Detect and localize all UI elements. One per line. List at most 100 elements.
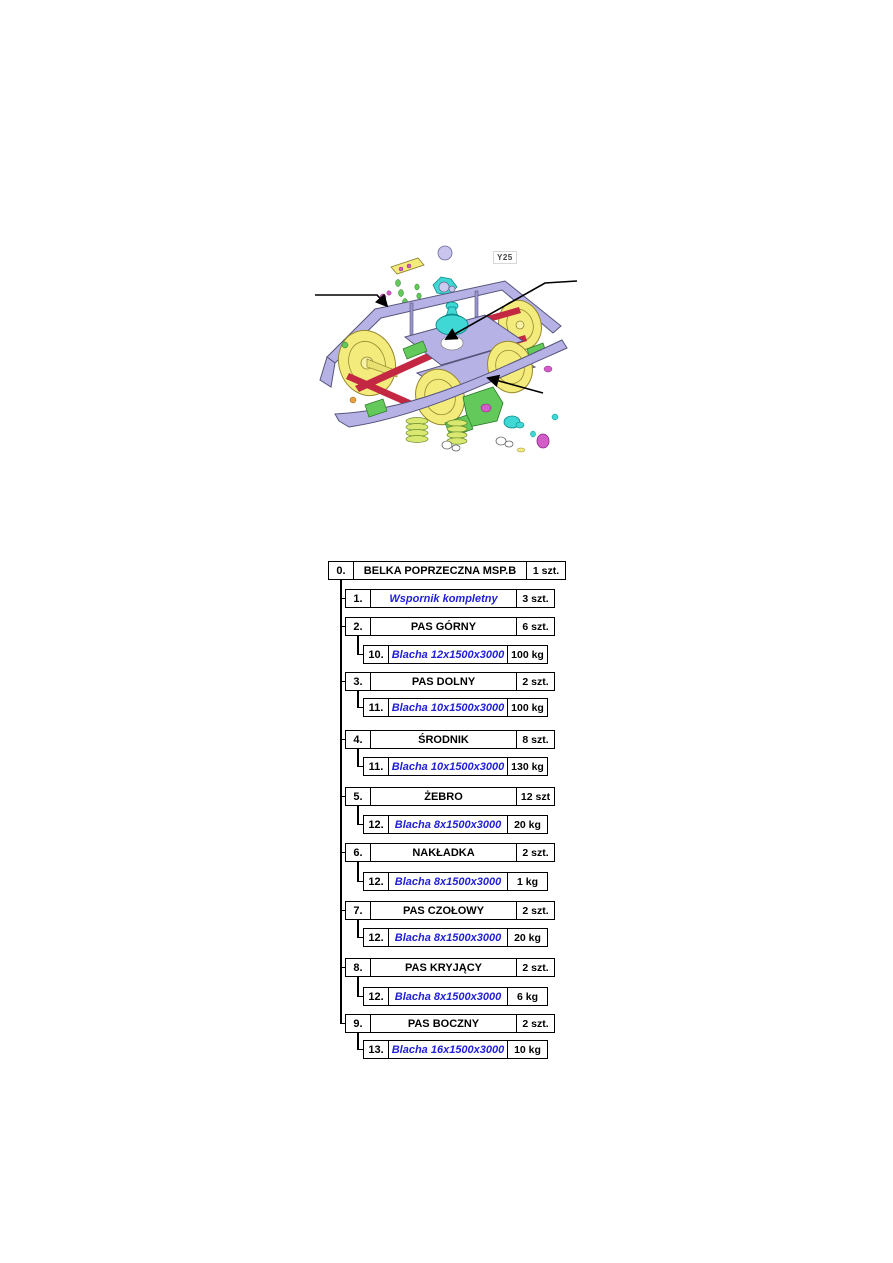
- component-row-qty: 2 szt.: [516, 673, 554, 690]
- child-trunk-line: [357, 919, 359, 937]
- component-row: 2. PAS GÓRNY 6 szt.: [345, 617, 555, 636]
- branch-tick-line: [340, 625, 345, 627]
- component-row-num: 5.: [346, 788, 371, 805]
- material-row-label: Blacha 8x1500x3000: [394, 818, 502, 831]
- material-row-num: 12.: [364, 816, 389, 833]
- assembly-row-num: 0.: [329, 562, 354, 579]
- component-row-num: 9.: [346, 1015, 371, 1032]
- component-row-qty: 2 szt.: [516, 959, 554, 976]
- figure-bogie: Y25: [305, 245, 580, 455]
- child-trunk-line: [357, 748, 359, 766]
- component-row-num: 6.: [346, 844, 371, 861]
- material-row-label: Blacha 16x1500x3000: [391, 1043, 505, 1056]
- child-tick-line: [357, 653, 363, 655]
- component-row-num: 4.: [346, 731, 371, 748]
- child-tick-line: [357, 880, 363, 882]
- component-row: 3. PAS DOLNY 2 szt.: [345, 672, 555, 691]
- child-trunk-line: [357, 805, 359, 824]
- wheel-front-left: [337, 329, 398, 397]
- component-row-label: Wspornik kompletny: [389, 592, 498, 605]
- material-row: 11. Blacha 10x1500x3000 100 kg: [363, 698, 548, 717]
- material-row: 12. Blacha 8x1500x3000 20 kg: [363, 815, 548, 834]
- component-row-label: ŚRODNIK: [418, 733, 469, 746]
- material-row: 12. Blacha 8x1500x3000 6 kg: [363, 987, 548, 1006]
- component-row-qty: 2 szt.: [516, 902, 554, 919]
- component-row-num: 3.: [346, 673, 371, 690]
- callout-arrow-left: [315, 293, 389, 308]
- material-row: 13. Blacha 16x1500x3000 10 kg: [363, 1040, 548, 1059]
- component-row-label: NAKŁADKA: [412, 846, 475, 859]
- component-row: 9. PAS BOCZNY 2 szt.: [345, 1014, 555, 1033]
- component-row-qty: 12 szt: [516, 788, 554, 805]
- material-row-label: Blacha 10x1500x3000: [391, 760, 505, 773]
- material-row-qty: 130 kg: [507, 758, 547, 775]
- branch-tick-line: [340, 795, 345, 797]
- assembly-row: 0. BELKA POPRZECZNA MSP.B 1 szt.: [328, 561, 566, 580]
- child-trunk-line: [357, 1032, 359, 1049]
- bom-tree-diagram: 0. BELKA POPRZECZNA MSP.B 1 szt. 1. Wspornik…: [328, 561, 578, 1071]
- material-row: 11. Blacha 10x1500x3000 130 kg: [363, 757, 548, 776]
- material-row-label: Blacha 8x1500x3000: [394, 931, 502, 944]
- branch-tick-line: [340, 966, 345, 968]
- callout-arrow-top-right: [444, 280, 578, 340]
- child-tick-line: [357, 823, 363, 825]
- material-row-num: 12.: [364, 873, 389, 890]
- material-row: 10. Blacha 12x1500x3000 100 kg: [363, 645, 548, 664]
- child-trunk-line: [357, 861, 359, 881]
- component-row-qty: 2 szt.: [516, 1015, 554, 1032]
- component-row: 5. ŻEBRO 12 szt: [345, 787, 555, 806]
- material-row-num: 11.: [364, 758, 389, 775]
- child-tick-line: [357, 765, 363, 767]
- branch-tick-line: [340, 738, 345, 740]
- material-row-qty: 20 kg: [507, 816, 547, 833]
- child-tick-line: [357, 936, 363, 938]
- child-tick-line: [357, 706, 363, 708]
- component-row-label: PAS GÓRNY: [410, 620, 477, 633]
- child-trunk-line: [357, 976, 359, 996]
- branch-tick-line: [340, 1022, 345, 1024]
- component-row: 4. ŚRODNIK 8 szt.: [345, 730, 555, 749]
- exploded-bottom-parts: [441, 413, 559, 453]
- child-trunk-line: [357, 690, 359, 707]
- branch-tick-line: [340, 851, 345, 853]
- branch-tick-line: [340, 909, 345, 911]
- material-row: 12. Blacha 8x1500x3000 1 kg: [363, 872, 548, 891]
- component-row-num: 7.: [346, 902, 371, 919]
- material-row-num: 10.: [364, 646, 389, 663]
- component-row-label: PAS DOLNY: [411, 675, 476, 688]
- component-row-num: 8.: [346, 959, 371, 976]
- component-row-label: PAS CZOŁOWY: [402, 904, 485, 917]
- component-row: 1. Wspornik kompletny 3 szt.: [345, 589, 555, 608]
- tree-trunk-line: [340, 579, 342, 1024]
- component-row: 8. PAS KRYJĄCY 2 szt.: [345, 958, 555, 977]
- material-row-label: Blacha 8x1500x3000: [394, 990, 502, 1003]
- material-row-label: Blacha 8x1500x3000: [394, 875, 502, 888]
- coil-springs: [405, 417, 468, 445]
- material-row-label: Blacha 10x1500x3000: [391, 701, 505, 714]
- component-row-qty: 6 szt.: [516, 618, 554, 635]
- center-pivot-parts: [435, 301, 469, 351]
- material-row-qty: 100 kg: [507, 646, 547, 663]
- component-row-label: PAS KRYJĄCY: [404, 961, 483, 974]
- component-row-label: ŻEBRO: [424, 790, 463, 803]
- material-row-num: 11.: [364, 699, 389, 716]
- assembly-row-label: BELKA POPRZECZNA MSP.B: [363, 564, 517, 577]
- component-row-qty: 3 szt.: [516, 590, 554, 607]
- material-row-qty: 6 kg: [507, 988, 547, 1005]
- component-row-qty: 2 szt.: [516, 844, 554, 861]
- near-frame-beam: [334, 339, 568, 428]
- material-row-qty: 20 kg: [507, 929, 547, 946]
- component-row-num: 2.: [346, 618, 371, 635]
- material-row-qty: 100 kg: [507, 699, 547, 716]
- child-trunk-line: [357, 635, 359, 654]
- component-row-qty: 8 szt.: [516, 731, 554, 748]
- component-row-num: 1.: [346, 590, 371, 607]
- material-row-qty: 10 kg: [507, 1041, 547, 1058]
- material-row-num: 12.: [364, 929, 389, 946]
- component-row: 6. NAKŁADKA 2 szt.: [345, 843, 555, 862]
- branch-tick-line: [340, 597, 345, 599]
- component-row-label: PAS BOCZNY: [407, 1017, 480, 1030]
- material-row-label: Blacha 12x1500x3000: [391, 648, 505, 661]
- child-tick-line: [357, 995, 363, 997]
